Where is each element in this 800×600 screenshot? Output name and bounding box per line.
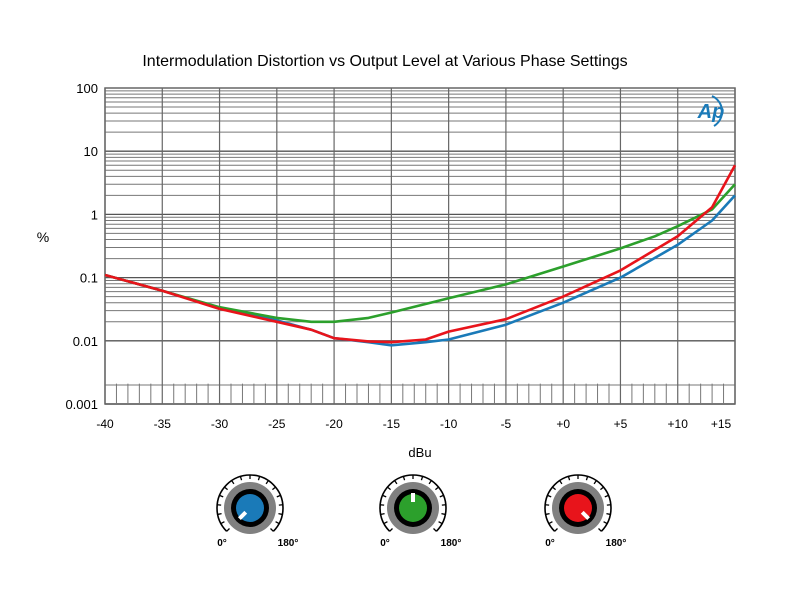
knob-tick (438, 521, 443, 525)
phase-knob: 0° 180° (216, 474, 299, 549)
knob-tick (547, 494, 552, 498)
x-tick-label: +0 (556, 417, 570, 431)
knob-tick (265, 480, 269, 485)
x-tick-label: -15 (383, 417, 401, 431)
phase-knob: 0° 180° (379, 474, 462, 549)
grid (104, 87, 736, 405)
knob-tick (428, 480, 432, 485)
knob-tick (439, 494, 444, 498)
knob-tick (585, 476, 589, 481)
y-tick-label: 1 (91, 207, 98, 222)
knob-tick (402, 476, 406, 481)
knob-tick (387, 486, 391, 491)
x-tick-label: -10 (440, 417, 458, 431)
phase-knob: 0° 180° (544, 474, 627, 549)
knob-min-label: 0° (217, 538, 227, 549)
x-axis-label: dBu (408, 445, 431, 460)
knob-tick (554, 528, 558, 532)
knob-tick (389, 528, 393, 532)
knob-tick (435, 486, 439, 491)
x-tick-labels: -40 -35 -30 -25 -20 -15 -10 -5 +0 +5 +10 +15 (96, 417, 731, 431)
knob-max-label: 180° (278, 538, 299, 549)
knob-tick (394, 480, 398, 485)
knob-pointer (580, 510, 591, 521)
knob-tick (224, 486, 228, 491)
knob-tick (276, 494, 281, 498)
x-tick-label: +15 (711, 417, 732, 431)
knob-tick (598, 528, 602, 532)
knob-tick (559, 480, 563, 485)
knob-tick (219, 494, 224, 498)
knob-tick (275, 521, 280, 525)
knob-tick (604, 494, 609, 498)
knob-tick (600, 486, 604, 491)
y-axis-label: % (37, 229, 49, 245)
y-tick-label: 10 (84, 144, 98, 159)
x-tick-label: -20 (325, 417, 343, 431)
y-tick-labels: 100 10 1 0.1 0.01 0.001 (65, 81, 98, 412)
knob-tick (226, 528, 230, 532)
x-tick-label: +10 (668, 417, 689, 431)
knob-tick (552, 486, 556, 491)
x-tick-label: -35 (154, 417, 172, 431)
knob-tick (217, 513, 222, 516)
series-lines (104, 164, 737, 347)
knob-tick (239, 476, 243, 481)
ap-logo-text: Ap (697, 101, 725, 123)
y-tick-label: 0.1 (80, 271, 98, 286)
knob-max-label: 180° (606, 538, 627, 549)
knob-tick (383, 521, 388, 525)
knob-tick (567, 476, 571, 481)
knob-tick (270, 528, 274, 532)
series-line-180deg (104, 164, 737, 344)
knob-tick (545, 513, 550, 516)
plot-area (104, 87, 736, 405)
knob-min-label: 0° (545, 538, 555, 549)
knob-tick (231, 480, 235, 485)
knob-tick (382, 494, 387, 498)
knob-tick (257, 476, 261, 481)
knob-min-label: 0° (380, 538, 390, 549)
knob-tick (272, 486, 276, 491)
knob-tick (380, 513, 385, 516)
y-tick-label: 100 (76, 81, 98, 96)
x-tick-label: -40 (96, 417, 114, 431)
series-line-90deg (104, 183, 736, 324)
x-tick-label: -25 (268, 417, 286, 431)
knob-tick (606, 513, 611, 516)
knob-tick (441, 513, 446, 516)
knob-tick (433, 528, 437, 532)
knob-tick (548, 521, 553, 525)
x-tick-label: +5 (614, 417, 628, 431)
knob-tick (603, 521, 608, 525)
x-tick-label: -30 (211, 417, 229, 431)
knob-pointer (237, 510, 248, 521)
ap-logo: Ap (697, 95, 725, 127)
knob-cap (399, 494, 427, 522)
knob-tick (278, 513, 283, 516)
y-tick-label: 0.01 (73, 334, 98, 349)
knob-tick (420, 476, 424, 481)
knob-tick (593, 480, 597, 485)
knob-max-label: 180° (441, 538, 462, 549)
chart-title: Intermodulation Distortion vs Output Lev… (142, 53, 627, 70)
y-tick-label: 0.001 (65, 397, 98, 412)
phase-knobs: 0° 180° 0° 180° 0° 180° (216, 474, 627, 549)
x-tick-label: -5 (501, 417, 512, 431)
knob-tick (220, 521, 225, 525)
